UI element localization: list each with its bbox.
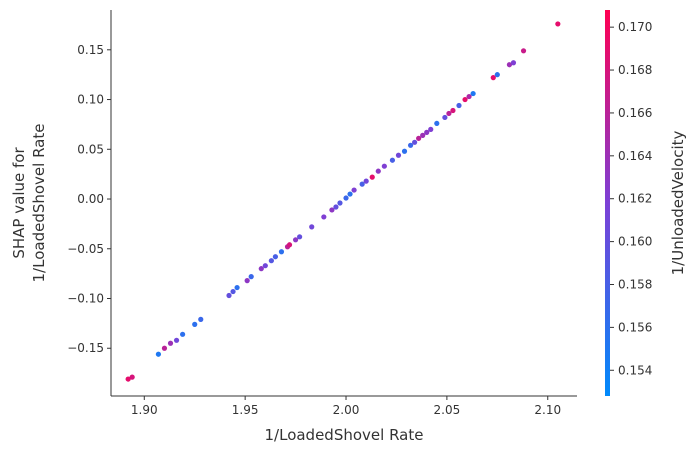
data-point (226, 292, 232, 299)
data-point (466, 93, 472, 100)
data-point (333, 204, 339, 210)
data-point (278, 249, 285, 255)
y-tick-label: −0.05 (67, 242, 104, 256)
colorbar-tick-label: 0.166 (618, 106, 652, 120)
y-tick-label: 0.10 (77, 93, 104, 107)
colorbar-tick-label: 0.162 (618, 192, 652, 206)
data-point (442, 114, 448, 121)
data-point (490, 75, 496, 81)
colorbar-tick-label: 0.156 (618, 320, 652, 334)
data-point (262, 263, 268, 269)
colorbar-ticks: 0.154 0.156 0.158 0.160 0.162 0.164 0.166 0.168… (610, 20, 652, 377)
x-axis-label: 1/LoadedShovel Rate (265, 426, 424, 444)
data-point (416, 135, 422, 141)
data-point (234, 284, 240, 291)
data-point (272, 254, 279, 260)
data-point (230, 288, 236, 295)
x-tick-label: 2.00 (333, 403, 360, 417)
data-point (462, 96, 468, 103)
data-point (192, 321, 198, 327)
data-point (343, 195, 349, 201)
data-points (125, 21, 561, 382)
data-point (155, 351, 162, 357)
y-axis-ticks: −0.15 −0.10 −0.05 0.00 0.05 0.10 0.15 (67, 43, 111, 355)
y-tick-label: −0.10 (67, 292, 104, 306)
data-point (381, 163, 387, 169)
data-point (258, 266, 264, 272)
data-point (309, 224, 315, 230)
y-tick-label: 0.15 (77, 43, 104, 57)
data-point (363, 178, 369, 184)
data-point (450, 107, 456, 114)
y-axis-label: SHAP value for 1/LoadedShovel Rate (10, 124, 48, 283)
data-point (129, 374, 135, 380)
data-point (248, 274, 254, 280)
data-point (369, 174, 375, 180)
data-point (268, 258, 274, 264)
data-point (244, 278, 250, 284)
y-axis-label-line1: SHAP value for (10, 147, 28, 259)
colorbar (605, 10, 610, 396)
data-point (198, 316, 204, 322)
x-tick-label: 1.90 (131, 403, 158, 417)
data-point (420, 132, 426, 138)
data-point (297, 234, 303, 240)
data-point (434, 120, 440, 127)
colorbar-label: 1/UnloadedVelocity (669, 131, 687, 276)
data-point (424, 129, 430, 135)
data-point (446, 110, 452, 117)
data-point (292, 237, 299, 243)
data-point (456, 102, 462, 109)
y-tick-label: 0.05 (77, 142, 104, 156)
data-point (395, 152, 402, 158)
data-point (375, 168, 381, 174)
data-point (412, 139, 418, 145)
data-point (359, 181, 365, 187)
colorbar-tick-label: 0.160 (618, 235, 652, 249)
x-axis-ticks: 1.90 1.95 2.00 2.05 2.10 (131, 396, 561, 417)
data-point (407, 142, 414, 148)
y-axis-label-line2: 1/LoadedShovel Rate (30, 124, 48, 283)
colorbar-tick-label: 0.154 (618, 363, 652, 377)
data-point (337, 200, 343, 206)
data-point (321, 214, 327, 220)
data-point (173, 337, 180, 343)
data-point (470, 90, 476, 97)
data-point (510, 60, 517, 66)
y-tick-label: 0.00 (77, 192, 104, 206)
colorbar-tick-label: 0.164 (618, 149, 652, 163)
data-point (347, 191, 353, 197)
data-point (428, 126, 434, 132)
data-point (520, 48, 527, 54)
y-tick-label: −0.15 (67, 341, 104, 355)
data-point (180, 331, 186, 337)
data-point (389, 157, 396, 163)
data-point (401, 148, 408, 154)
colorbar-tick-label: 0.168 (618, 63, 652, 77)
colorbar-tick-label: 0.170 (618, 20, 652, 34)
data-point (329, 207, 335, 213)
data-point (494, 72, 500, 78)
data-point (555, 21, 561, 27)
data-point (506, 62, 513, 68)
data-point (125, 376, 131, 382)
data-point (167, 340, 174, 346)
data-point (286, 242, 293, 248)
x-tick-label: 2.05 (434, 403, 461, 417)
colorbar-tick-label: 0.158 (618, 277, 652, 291)
data-point (161, 345, 168, 351)
x-tick-label: 2.10 (534, 403, 561, 417)
x-tick-label: 1.95 (232, 403, 259, 417)
data-point (351, 187, 357, 193)
